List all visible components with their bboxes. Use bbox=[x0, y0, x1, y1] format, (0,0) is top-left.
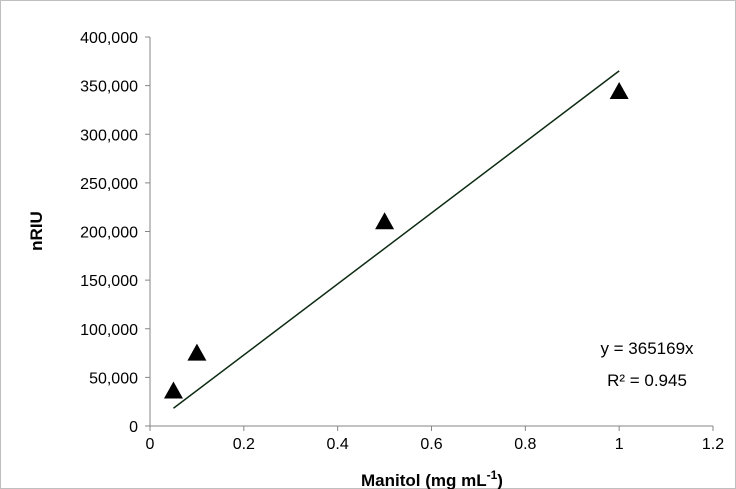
data-point-triangle bbox=[187, 343, 207, 361]
x-tick-label: 0.2 bbox=[233, 436, 255, 453]
y-tick-label: 300,000 bbox=[80, 127, 138, 144]
y-axis-title: nRIU bbox=[27, 211, 46, 251]
x-axis-title-suffix: ) bbox=[497, 471, 503, 489]
x-axis-title-main: Manitol (mg mL bbox=[361, 471, 487, 489]
y-tick-label: 100,000 bbox=[80, 322, 138, 339]
plot-area: 0 50,000 100,000 150,000 200,000 250,000 300,0… bbox=[80, 30, 724, 453]
x-tick-label: 0 bbox=[146, 436, 155, 453]
y-ticks: 0 50,000 100,000 150,000 200,000 250,000 300,0… bbox=[80, 30, 150, 436]
x-tick-label: 0.8 bbox=[514, 436, 536, 453]
y-tick-label: 200,000 bbox=[80, 225, 138, 242]
data-point-triangle bbox=[163, 381, 183, 399]
trendline-group bbox=[173, 70, 620, 409]
y-tick-label: 400,000 bbox=[80, 30, 138, 47]
y-tick-label: 350,000 bbox=[80, 79, 138, 96]
y-tick-label: 0 bbox=[129, 419, 138, 436]
data-point-triangle bbox=[609, 81, 629, 99]
data-point-triangle bbox=[375, 212, 395, 230]
trendline-r-squared: R² = 0.945 bbox=[607, 371, 687, 390]
x-axis-title-superscript: -1 bbox=[487, 468, 498, 482]
trendline bbox=[173, 70, 620, 409]
trendline-equation: y = 365169x bbox=[600, 339, 694, 358]
y-tick-label: 50,000 bbox=[89, 370, 138, 387]
x-tick-label: 0.4 bbox=[327, 436, 349, 453]
data-points bbox=[163, 81, 629, 399]
x-ticks: 0 0.2 0.4 0.6 0.8 1 1.2 bbox=[146, 426, 724, 453]
y-tick-label: 250,000 bbox=[80, 176, 138, 193]
x-tick-label: 0.6 bbox=[420, 436, 442, 453]
x-axis-title: Manitol (mg mL-1) bbox=[361, 468, 503, 489]
x-tick-label: 1.2 bbox=[702, 436, 724, 453]
x-tick-label: 1 bbox=[615, 436, 624, 453]
y-tick-label: 150,000 bbox=[80, 273, 138, 290]
